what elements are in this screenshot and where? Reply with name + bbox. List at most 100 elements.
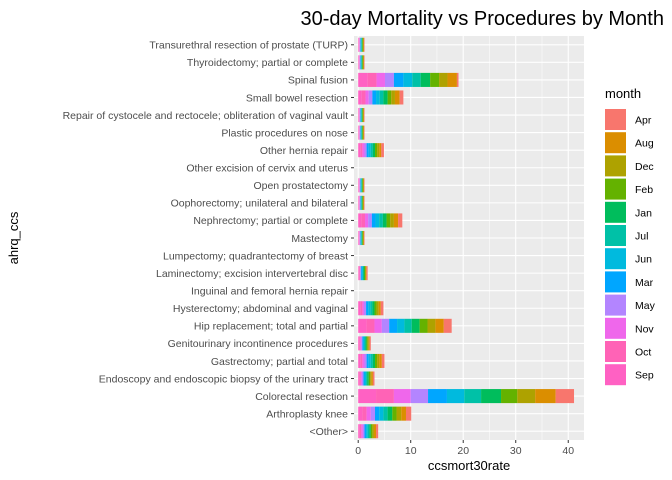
bar-segment — [362, 143, 365, 158]
bar-segment — [361, 195, 363, 210]
bar-segment — [361, 37, 362, 52]
legend-swatch — [605, 178, 626, 200]
bar-segment — [375, 213, 380, 228]
legend-swatch — [605, 225, 626, 246]
bar-segment — [555, 389, 575, 404]
bar-segment — [359, 178, 361, 193]
bar-segment — [367, 371, 369, 386]
y-tick-label: Inguinal and femoral hernia repair — [191, 285, 349, 297]
bar-segment — [435, 318, 444, 333]
x-tick-labels: 0 10 20 30 40 — [355, 440, 574, 457]
grid-lines — [354, 36, 584, 440]
bar-segment — [358, 178, 360, 193]
bar-segment — [363, 336, 365, 351]
y-tick-labels: Transurethral resection of prostate (TUR… — [63, 40, 354, 438]
bar-segment — [376, 72, 385, 87]
bar-segment — [383, 406, 388, 421]
x-tick-label: 40 — [562, 445, 574, 457]
bar-segment — [358, 266, 359, 281]
bar-segment — [394, 90, 400, 105]
bar-segment — [386, 213, 391, 228]
legend-label: Nov — [635, 323, 654, 335]
y-tick-label: Transurethral resection of prostate (TUR… — [149, 40, 348, 52]
bar-segment — [369, 424, 371, 439]
x-tick-label: 0 — [355, 445, 361, 457]
bar-segment — [360, 353, 363, 368]
bar-segment — [410, 389, 429, 404]
legend-swatch — [605, 317, 626, 339]
bar-segment — [447, 72, 457, 87]
bar-segment — [399, 90, 404, 105]
x-tick-label: 30 — [510, 445, 522, 457]
legend-label: Sep — [635, 370, 654, 382]
bar-segment — [358, 55, 360, 70]
bar-segment — [360, 143, 363, 158]
bar-segment — [359, 125, 361, 140]
bar-segment — [358, 318, 367, 333]
y-tick-label: Spinal fusion — [288, 75, 348, 87]
bar-segment — [358, 195, 359, 210]
bar-segment — [370, 353, 373, 368]
bar-segment — [366, 353, 369, 368]
y-tick-label: Nephrectomy; partial or complete — [193, 215, 348, 227]
legend-label: Oct — [635, 347, 651, 359]
bar-segment — [358, 389, 377, 404]
bar-segment — [368, 336, 370, 351]
bar-segment — [361, 55, 362, 70]
bar-segment — [366, 266, 367, 281]
bar-segment — [363, 125, 365, 140]
bar-segment — [370, 143, 373, 158]
bar-segment — [481, 389, 502, 404]
y-tick-label: Lumpectomy; quadrantectomy of breast — [163, 250, 348, 262]
legend-label: Mar — [635, 277, 654, 289]
bar-segment — [360, 301, 363, 316]
legend-swatch — [605, 294, 626, 316]
bar-segment — [374, 318, 382, 333]
bar-segment — [359, 37, 360, 52]
x-tick-label: 20 — [457, 445, 469, 457]
bar-segment — [359, 178, 360, 193]
bar-segment — [361, 424, 363, 439]
bar-segment — [362, 406, 367, 421]
bar-segment — [362, 125, 363, 140]
bar-segment — [359, 108, 361, 123]
bar-segment — [383, 90, 388, 105]
bar-segment — [360, 37, 361, 52]
bar-segment — [359, 230, 361, 246]
bar-segment — [401, 406, 406, 421]
bar-segment — [358, 230, 359, 246]
bar-segment — [370, 406, 376, 421]
bar-segment — [364, 371, 367, 386]
bar-segment — [366, 318, 375, 333]
bar-segment — [381, 318, 390, 333]
y-tick-label: Oophorectomy; unilateral and bilateral — [171, 198, 348, 210]
bar-segment — [363, 55, 365, 70]
bar-segment — [428, 389, 447, 404]
y-tick-label: Small bowel resection — [246, 92, 348, 104]
bar-segment — [361, 336, 363, 351]
bar-segment — [372, 371, 375, 386]
bar-segment — [366, 336, 368, 351]
bar-segment — [371, 213, 376, 228]
bar-segment — [361, 230, 362, 246]
y-axis-title: ahrq_ccs — [6, 211, 21, 264]
bar-segment — [412, 72, 421, 87]
bar-segment — [397, 318, 405, 333]
bar-segment — [362, 37, 364, 52]
bar-segment — [366, 424, 368, 439]
bar-segment — [358, 230, 360, 246]
bar-segment — [358, 72, 368, 87]
bar-segment — [359, 266, 361, 281]
bar-segment — [362, 178, 364, 193]
bar-segment — [379, 143, 382, 158]
bar-segment — [368, 90, 373, 105]
bar-segment — [358, 353, 361, 368]
bar-segment — [361, 125, 363, 140]
y-tick-label: Repair of cystocele and rectocele; oblit… — [63, 110, 348, 122]
bar-segment — [377, 353, 380, 368]
y-tick-label: Colorectal resection — [255, 391, 348, 403]
bar-segment — [384, 72, 394, 87]
y-tick-label: Hysterectomy; abdominal and vaginal — [173, 303, 348, 315]
legend-swatch — [605, 132, 626, 154]
bar-segment — [375, 406, 380, 421]
